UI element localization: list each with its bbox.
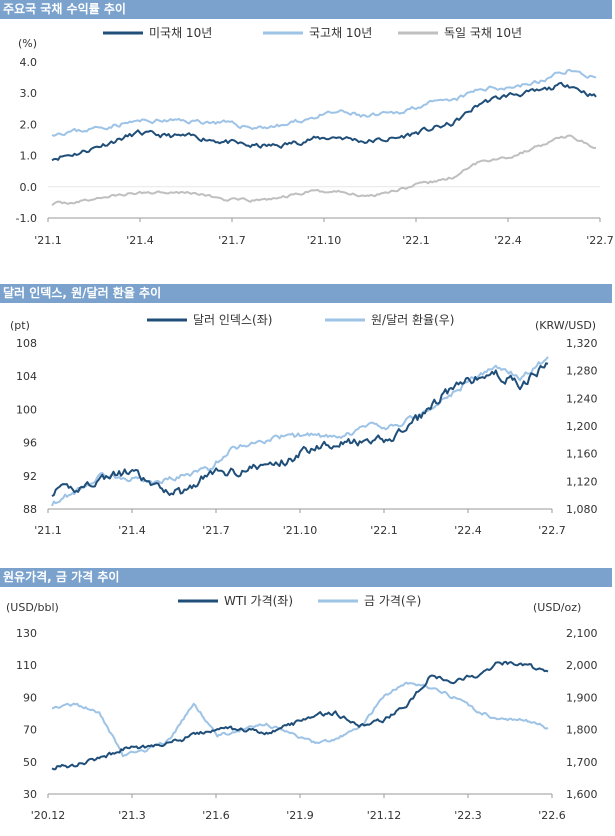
y-tick-label-right: 1,320	[566, 337, 598, 350]
x-tick-label: '22.4	[454, 524, 482, 537]
y-tick-label-right: 1,200	[566, 420, 598, 433]
x-tick-label: '21.1	[34, 234, 62, 247]
y-tick-label-left: 88	[23, 503, 37, 516]
series-line-1	[51, 362, 549, 497]
x-tick-label: '21.9	[286, 809, 314, 822]
y-tick-label-left: 0.0	[20, 181, 38, 194]
x-tick-label: '21.4	[118, 524, 146, 537]
chart-title: 달러 인덱스, 원/달러 환율 추이	[0, 284, 612, 303]
y-tick-label-left: 100	[16, 403, 37, 416]
chart-svg: 108 104 100 96 92 88 1,320 1,280 1,240 1,200 1,160…	[10, 313, 598, 537]
series-line-1	[51, 660, 549, 771]
legend-label: 원/달러 환율(우)	[371, 313, 454, 327]
x-tick-label: '22.7	[538, 524, 566, 537]
x-tick-label: '21.12	[367, 809, 402, 822]
chart-panel-1: 주요국 국채 수익률 추이 4.0 3.0 2.0 1.0 0.0 -1.0 (%) '21.…	[0, 0, 615, 270]
y-tick-label-right: 1,700	[566, 756, 598, 769]
legend-label: 미국채 10년	[149, 26, 212, 40]
series-line-2	[51, 681, 549, 758]
series-line-2	[51, 356, 549, 507]
x-tick-label: '21.6	[202, 809, 230, 822]
y-tick-label-left: 50	[23, 756, 37, 769]
y-tick-label-left: 2.0	[20, 118, 38, 131]
chart-title: 주요국 국채 수익률 추이	[0, 0, 612, 19]
y-tick-label-right: 2,100	[566, 627, 598, 640]
y-tick-label-left: 90	[23, 691, 37, 704]
x-tick-label: '22.4	[494, 234, 522, 247]
x-tick-label: '21.3	[118, 809, 146, 822]
x-tick-label: '21.10	[283, 524, 318, 537]
y-tick-label-right: 1,240	[566, 392, 598, 405]
x-tick-label: '22.7	[586, 234, 614, 247]
legend-label: 금 가격(우)	[364, 594, 421, 608]
y-tick-label-left: 110	[16, 659, 37, 672]
y-tick-label-left: 104	[16, 370, 37, 383]
y-axis-unit-left: (%)	[18, 37, 37, 50]
legend-label: 국고채 10년	[309, 26, 372, 40]
y-tick-label-left: -1.0	[16, 212, 37, 225]
y-axis-unit-left: (USD/bbl)	[6, 601, 59, 614]
chart-svg: 4.0 3.0 2.0 1.0 0.0 -1.0 (%) '21.1 '21.4 '21.7 '21…	[16, 26, 614, 247]
y-tick-label-left: 3.0	[20, 87, 38, 100]
x-tick-label: '22.1	[402, 234, 430, 247]
x-tick-label: '20.12	[31, 809, 66, 822]
y-tick-label-right: 1,080	[566, 503, 598, 516]
chart-panel-2: 달러 인덱스, 원/달러 환율 추이 108 104 100 96 92 88 1,320 1…	[0, 284, 615, 540]
x-tick-label: '21.7	[202, 524, 230, 537]
y-tick-label-right: 1,800	[566, 724, 598, 737]
y-tick-label-left: 4.0	[20, 56, 38, 69]
chart-svg: 130 110 90 70 50 30 2,100 2,000 1,900 1,800 1,700 1…	[6, 594, 598, 822]
y-tick-label-right: 1,600	[566, 788, 598, 801]
x-tick-label: '21.7	[218, 234, 246, 247]
legend-label: 달러 인덱스(좌)	[193, 313, 272, 327]
y-tick-label-right: 1,120	[566, 475, 598, 488]
x-tick-label: '22.3	[454, 809, 482, 822]
y-tick-label-right: 1,160	[566, 448, 598, 461]
series-line-3	[51, 134, 597, 206]
y-axis-unit-left: (pt)	[10, 319, 30, 332]
chart-title: 원유가격, 금 가격 추이	[0, 568, 612, 587]
y-tick-label-left: 70	[23, 724, 37, 737]
y-tick-label-left: 30	[23, 788, 37, 801]
x-tick-label: '21.10	[307, 234, 342, 247]
y-tick-label-left: 96	[23, 437, 37, 450]
legend-label: 독일 국채 10년	[444, 26, 522, 40]
y-tick-label-left: 108	[16, 337, 37, 350]
y-tick-label-right: 1,280	[566, 365, 598, 378]
y-tick-label-left: 130	[16, 627, 37, 640]
y-axis-unit-right: (USD/oz)	[533, 601, 581, 614]
y-tick-label-left: 92	[23, 470, 37, 483]
series-line-2	[51, 68, 597, 137]
x-tick-label: '21.1	[34, 524, 62, 537]
y-tick-label-right: 2,000	[566, 659, 598, 672]
y-tick-label-right: 1,900	[566, 691, 598, 704]
y-axis-unit-right: (KRW/USD)	[535, 319, 596, 332]
series-line-1	[51, 81, 597, 162]
x-tick-label: '21.4	[126, 234, 154, 247]
legend-label: WTI 가격(좌)	[224, 594, 293, 608]
chart-panel-3: 원유가격, 금 가격 추이 130 110 90 70 50 30 2,100 2,000 1,…	[0, 568, 615, 836]
y-tick-label-left: 1.0	[20, 150, 38, 163]
x-tick-label: '22.1	[370, 524, 398, 537]
x-tick-label: '22.6	[538, 809, 566, 822]
